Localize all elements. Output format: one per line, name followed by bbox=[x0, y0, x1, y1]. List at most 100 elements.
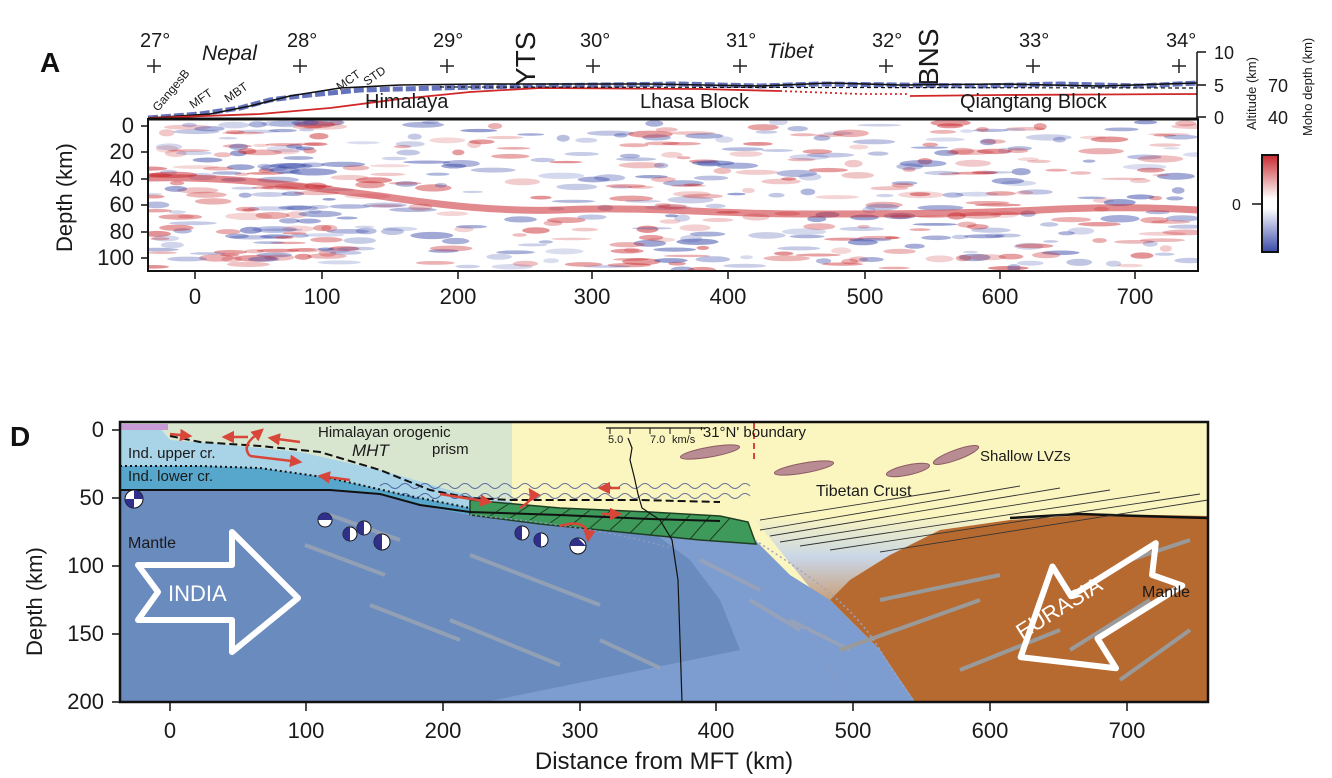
rf-texture-streak bbox=[294, 120, 336, 128]
rf-texture-streak bbox=[1078, 148, 1124, 155]
rf-texture-streak bbox=[815, 195, 859, 200]
rf-texture-streak bbox=[631, 227, 673, 230]
rf-texture-streak bbox=[261, 186, 275, 189]
rf-texture-streak bbox=[925, 137, 965, 142]
rf-texture-streak bbox=[259, 234, 292, 239]
block-lhasa: Lhasa Block bbox=[640, 91, 750, 113]
rf-texture-streak bbox=[428, 249, 459, 253]
rf-texture-streak bbox=[789, 234, 825, 239]
rf-texture-streak bbox=[1025, 134, 1072, 141]
rf-texture-streak bbox=[155, 145, 179, 153]
rf-texture-streak bbox=[878, 266, 911, 270]
colorbar-zero: 0 bbox=[1232, 197, 1241, 214]
rf-texture-streak bbox=[302, 233, 345, 237]
rf-texture-streak bbox=[1152, 173, 1170, 177]
rf-texture-streak bbox=[522, 227, 550, 234]
rf-texture-streak bbox=[486, 253, 512, 260]
rf-texture-streak bbox=[274, 236, 294, 239]
rf-texture-streak bbox=[577, 176, 610, 183]
rf-texture-streak bbox=[159, 129, 175, 137]
rf-texture-streak bbox=[831, 247, 852, 254]
rf-texture-streak bbox=[298, 210, 342, 218]
rf-texture-streak bbox=[922, 142, 938, 147]
structure-label: GangesB bbox=[150, 67, 193, 114]
yts-label: YTS bbox=[510, 32, 541, 86]
depth-tick: 80 bbox=[110, 219, 134, 244]
rf-texture-streak bbox=[329, 119, 343, 126]
rf-texture-streak bbox=[194, 126, 225, 132]
rf-texture-streak bbox=[909, 192, 931, 197]
rf-texture-streak bbox=[1051, 217, 1092, 223]
rf-texture-streak bbox=[921, 235, 952, 241]
rf-texture-streak bbox=[1162, 229, 1198, 236]
rf-texture-streak bbox=[713, 167, 732, 174]
rf-texture-streak bbox=[294, 253, 312, 260]
rf-texture-streak bbox=[991, 177, 1025, 185]
label-tibetan-crust: Tibetan Crust bbox=[816, 483, 912, 500]
rf-texture-streak bbox=[776, 169, 818, 177]
altitude-label: Altitude (km) bbox=[1244, 57, 1259, 130]
rf-texture-streak bbox=[1005, 126, 1046, 131]
rf-texture-streak bbox=[679, 224, 711, 232]
rf-texture-streak bbox=[1159, 245, 1172, 252]
rf-texture-streak bbox=[1148, 143, 1182, 147]
rf-texture-streak bbox=[902, 167, 916, 172]
label-prism-line2: prism bbox=[432, 441, 469, 458]
label-indian-mantle: Mantle bbox=[128, 535, 176, 552]
rf-texture-streak bbox=[806, 152, 855, 158]
rf-texture-streak bbox=[607, 262, 652, 268]
rf-texture-streak bbox=[189, 252, 226, 255]
rf-texture-streak bbox=[415, 184, 452, 192]
rf-texture-streak bbox=[318, 249, 337, 257]
rf-texture-streak bbox=[155, 143, 183, 151]
distance-tick: 100 bbox=[288, 718, 325, 743]
rf-texture-streak bbox=[1019, 189, 1053, 195]
rf-texture-streak bbox=[564, 262, 603, 267]
rf-texture-streak bbox=[849, 238, 892, 242]
rf-texture-streak bbox=[164, 149, 187, 158]
rf-texture-streak bbox=[1090, 136, 1129, 143]
rf-texture-streak bbox=[225, 130, 245, 135]
rf-texture-streak bbox=[246, 172, 285, 175]
rf-texture-streak bbox=[269, 163, 307, 169]
rf-texture-streak bbox=[870, 186, 909, 191]
rf-texture-streak bbox=[655, 127, 678, 133]
rf-texture-streak bbox=[244, 249, 265, 254]
depth-tick: 60 bbox=[110, 192, 134, 217]
rf-texture-streak bbox=[504, 216, 537, 223]
rf-texture-streak bbox=[272, 148, 300, 155]
rf-texture-streak bbox=[218, 121, 250, 129]
depth-tick: 150 bbox=[67, 621, 104, 646]
rf-texture-streak bbox=[342, 165, 370, 171]
rf-texture-streak bbox=[1070, 171, 1092, 175]
rf-texture-streak bbox=[168, 221, 217, 226]
bns-label: BNS bbox=[913, 28, 944, 86]
rf-texture-streak bbox=[653, 247, 697, 252]
rf-texture-streak bbox=[148, 201, 170, 209]
rf-texture-streak bbox=[278, 205, 312, 210]
rf-texture-streak bbox=[674, 214, 690, 222]
rf-texture-streak bbox=[662, 142, 701, 146]
rf-texture-streak bbox=[1053, 136, 1066, 143]
rf-texture-streak bbox=[795, 253, 841, 257]
rf-texture-streak bbox=[251, 192, 287, 197]
rf-texture-streak bbox=[645, 120, 664, 127]
label-upper-crust: Ind. upper cr. bbox=[128, 445, 216, 462]
rf-texture-streak bbox=[696, 245, 710, 250]
rf-texture-streak bbox=[1101, 177, 1147, 180]
rf-texture-streak bbox=[773, 251, 794, 256]
velocity-low: 5.0 bbox=[608, 434, 623, 446]
rf-texture-streak bbox=[543, 220, 563, 226]
rf-texture-streak bbox=[1011, 168, 1031, 176]
rf-texture-streak bbox=[239, 226, 262, 234]
rf-texture-streak bbox=[653, 162, 669, 169]
rf-texture-streak bbox=[683, 183, 702, 187]
rf-texture-streak bbox=[1077, 222, 1121, 227]
velocity-unit: km/s bbox=[672, 434, 696, 446]
rf-texture-streak bbox=[633, 239, 667, 247]
rf-texture-streak bbox=[955, 254, 971, 262]
rf-texture-streak bbox=[610, 185, 633, 189]
rf-texture-streak bbox=[659, 219, 681, 224]
rf-texture-streak bbox=[295, 247, 323, 253]
depth-tick: 50 bbox=[80, 485, 104, 510]
